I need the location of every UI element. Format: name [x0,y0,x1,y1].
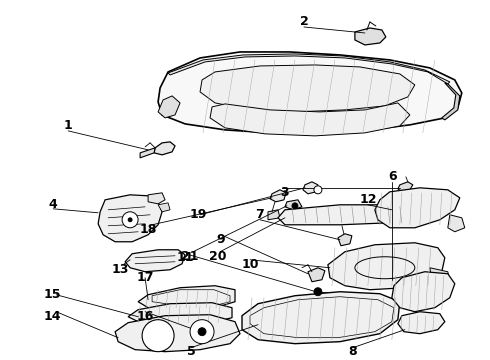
Polygon shape [270,190,286,202]
Circle shape [122,212,138,228]
Text: 20: 20 [209,250,227,263]
Text: 9: 9 [217,233,225,246]
Polygon shape [338,234,352,246]
Polygon shape [375,188,460,228]
Polygon shape [125,250,185,272]
Text: 14: 14 [44,310,61,323]
Polygon shape [158,52,462,133]
Polygon shape [268,210,280,220]
Polygon shape [154,142,175,155]
Polygon shape [328,243,445,290]
Polygon shape [278,205,408,225]
Polygon shape [308,268,325,282]
Circle shape [128,218,132,222]
Text: 4: 4 [49,198,57,211]
Text: 16: 16 [136,310,154,323]
Polygon shape [355,28,386,45]
Polygon shape [200,65,415,112]
Circle shape [142,320,174,352]
Polygon shape [128,303,232,325]
Text: 7: 7 [256,208,265,221]
Polygon shape [242,292,400,344]
Text: 10: 10 [241,258,259,271]
Polygon shape [392,272,455,312]
Polygon shape [303,182,318,194]
Circle shape [292,203,298,209]
Polygon shape [140,148,155,158]
Polygon shape [158,203,170,212]
Circle shape [190,320,214,344]
Text: 13: 13 [111,263,129,276]
Text: 11: 11 [176,251,194,264]
Polygon shape [210,103,410,136]
Polygon shape [158,96,180,118]
Polygon shape [285,200,302,210]
Circle shape [198,328,206,336]
Polygon shape [138,286,235,310]
Text: 15: 15 [44,288,61,301]
Polygon shape [398,182,413,192]
Text: 21: 21 [181,250,199,263]
Polygon shape [115,315,240,352]
Polygon shape [168,54,450,84]
Text: 17: 17 [136,271,154,284]
Text: 6: 6 [389,170,397,183]
Polygon shape [148,193,165,204]
Polygon shape [98,195,162,242]
Text: 19: 19 [189,208,207,221]
Text: 2: 2 [299,15,308,28]
Polygon shape [398,312,445,334]
Circle shape [314,186,322,194]
Circle shape [314,288,322,296]
Polygon shape [448,215,465,232]
Text: 1: 1 [64,120,73,132]
Polygon shape [430,268,450,286]
Polygon shape [442,83,460,120]
Text: 12: 12 [359,193,377,206]
Text: 3: 3 [281,186,289,199]
Text: 18: 18 [139,223,157,236]
Text: 8: 8 [348,345,357,358]
Text: 5: 5 [187,345,196,358]
